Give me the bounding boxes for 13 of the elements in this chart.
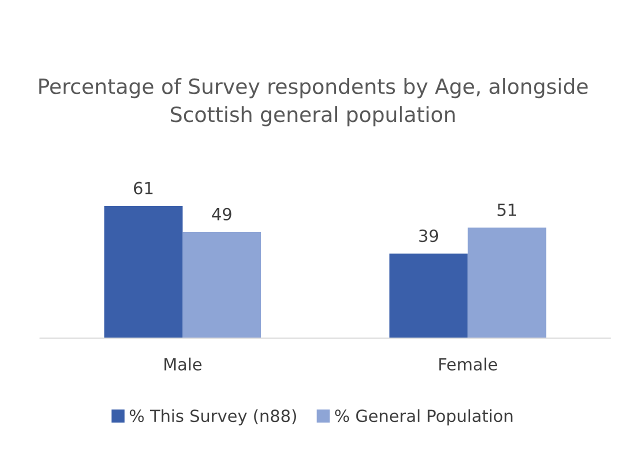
legend-label: % This Survey (n88): [130, 409, 296, 426]
x-tick-label: Male: [164, 358, 202, 371]
bar: [389, 254, 468, 338]
data-label: 61: [134, 182, 152, 194]
legend-label: % General Population: [335, 409, 512, 426]
data-label: 51: [498, 204, 516, 216]
chart-title: Percentage of Survey respondents by Age, alongside Scottish general population: [39, 78, 588, 126]
data-label: 39: [419, 230, 438, 242]
bar: [182, 232, 262, 338]
bar: [468, 228, 546, 338]
data-label: 49: [212, 208, 232, 220]
bar: [104, 206, 183, 338]
x-tick-label: Female: [439, 358, 498, 371]
